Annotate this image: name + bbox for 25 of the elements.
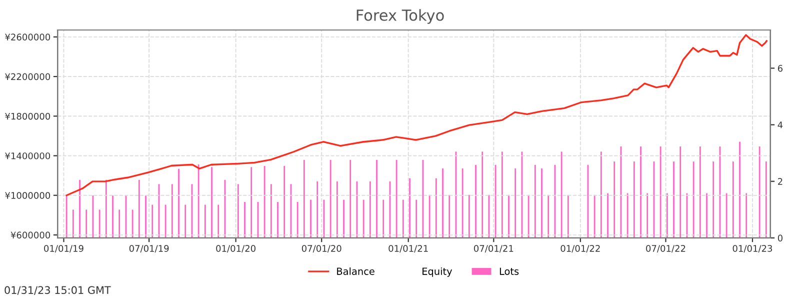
y2-tick-label: 0	[778, 234, 782, 242]
y-tick-label: ¥1000000	[5, 192, 50, 199]
y2-tick-label: 2	[778, 178, 782, 185]
chart-title: Forex Tokyo	[356, 9, 444, 24]
y2-tick-label: 4	[778, 122, 783, 128]
legend-label: Lots	[500, 268, 519, 275]
y2-tick-label: 6	[778, 64, 783, 72]
text: 01/31/23 15:01 GMT	[4, 286, 111, 295]
y-tick-label: ¥2200000	[5, 73, 50, 80]
line-series	[66, 34, 768, 196]
x-tick-label: 01/01/20	[216, 245, 256, 253]
legend-label: Balance	[337, 267, 374, 275]
y-tick-label: ¥1800000	[5, 112, 50, 120]
x-tick-label: 07/01/20	[302, 245, 342, 253]
y-tick-label: ¥600000	[10, 232, 50, 238]
x-tick-label: 07/01/22	[646, 245, 686, 253]
y-tick-label: ¥1400000	[5, 152, 50, 160]
y-tick-label: ¥2600000	[5, 34, 50, 40]
x-tick-label: 01/01/19	[44, 245, 84, 253]
text: Equity	[422, 267, 452, 277]
x-tick-label: 01/01/21	[388, 245, 428, 253]
x-tick-label: 01/01/22	[560, 245, 600, 253]
x-tick-label: 07/01/21	[474, 245, 514, 253]
x-tick-label: 07/01/19	[129, 245, 169, 253]
x-tick-label: 01/01/23	[732, 245, 772, 253]
